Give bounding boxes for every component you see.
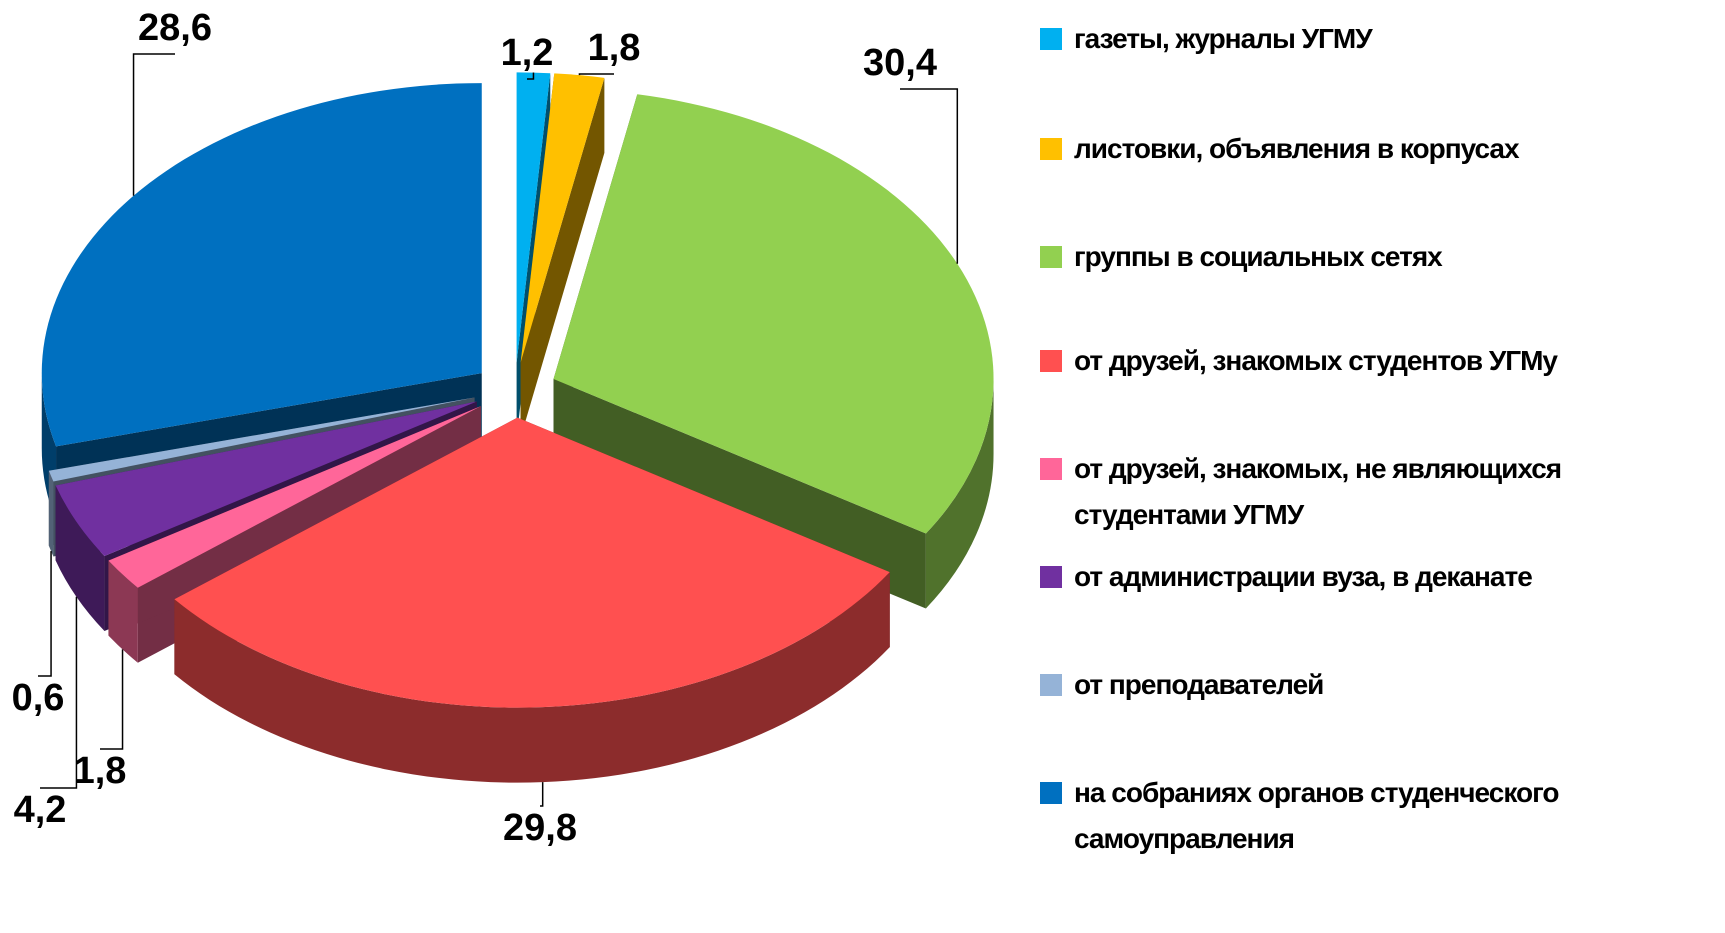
legend-entry: листовки, объявления в корпусах [1040, 132, 1600, 172]
legend-swatch [1040, 350, 1062, 372]
slice [41, 83, 482, 447]
leader-line [38, 551, 52, 677]
legend-swatch [1040, 674, 1062, 696]
legend-label: от преподавателей [1074, 669, 1324, 700]
slice-edge [108, 406, 481, 636]
legend-swatch [1040, 246, 1062, 268]
leader-line [540, 782, 544, 807]
legend-entry: от друзей, знакомых, не являющихся студе… [1040, 452, 1600, 538]
legend-label: газеты, журналы УГМУ [1074, 23, 1373, 54]
data-label: 4,2 [14, 789, 67, 831]
slice [48, 397, 475, 482]
legend-label: от администрации вуза, в деканате [1074, 561, 1533, 592]
slice [516, 72, 551, 363]
legend-swatch [1040, 566, 1062, 588]
legend-swatch [1040, 782, 1062, 804]
legend-entry: газеты, журналы УГМУ [1040, 22, 1600, 62]
slice [55, 401, 477, 556]
data-label: 1,8 [74, 750, 127, 792]
slice-side [108, 560, 138, 663]
leader-line [900, 88, 959, 264]
slice [520, 73, 605, 363]
legend-label: листовки, объявления в корпусах [1074, 133, 1520, 164]
leader-line [527, 72, 535, 80]
legend-entry: от друзей, знакомых студентов УГМу [1040, 344, 1600, 384]
data-label: 28,6 [138, 7, 212, 49]
legend-entry: от администрации вуза, в деканате [1040, 560, 1600, 600]
slice [108, 406, 481, 588]
legend-label: на собраниях органов студенческого самоу… [1074, 777, 1559, 854]
slice-edge [520, 77, 605, 438]
leader-line [132, 53, 175, 196]
leader-line [40, 596, 78, 789]
slice-side [55, 485, 105, 631]
legend-swatch [1040, 138, 1062, 160]
legend-label: группы в социальных сетях [1074, 241, 1443, 272]
slice-side [925, 378, 994, 609]
data-label: 29,8 [503, 807, 577, 849]
slice-side [48, 470, 54, 557]
leader-line [578, 73, 614, 76]
data-label: 30,4 [863, 42, 937, 84]
slice-side [174, 572, 890, 783]
legend-swatch [1040, 28, 1062, 50]
legend-entry: от преподавателей [1040, 668, 1600, 708]
data-label: 1,2 [501, 32, 554, 74]
legend-label: от друзей, знакомых, не являющихся студе… [1074, 453, 1562, 530]
slice [553, 94, 994, 534]
legend-entry: на собраниях органов студенческого самоу… [1040, 776, 1600, 862]
leader-line [100, 649, 124, 750]
legend-swatch [1040, 458, 1062, 480]
pie-area: 1,2 1,8 30,429,81,84,20,628,6 [12, 7, 994, 849]
legend-label: от друзей, знакомых студентов УГМу [1074, 345, 1558, 376]
data-label: 0,6 [12, 677, 65, 719]
legend: газеты, журналы УГМУ листовки, объявления… [1040, 0, 1725, 933]
data-label: 1,8 [588, 27, 641, 69]
slice [174, 417, 890, 708]
legend-entry: группы в социальных сетях [1040, 240, 1600, 280]
